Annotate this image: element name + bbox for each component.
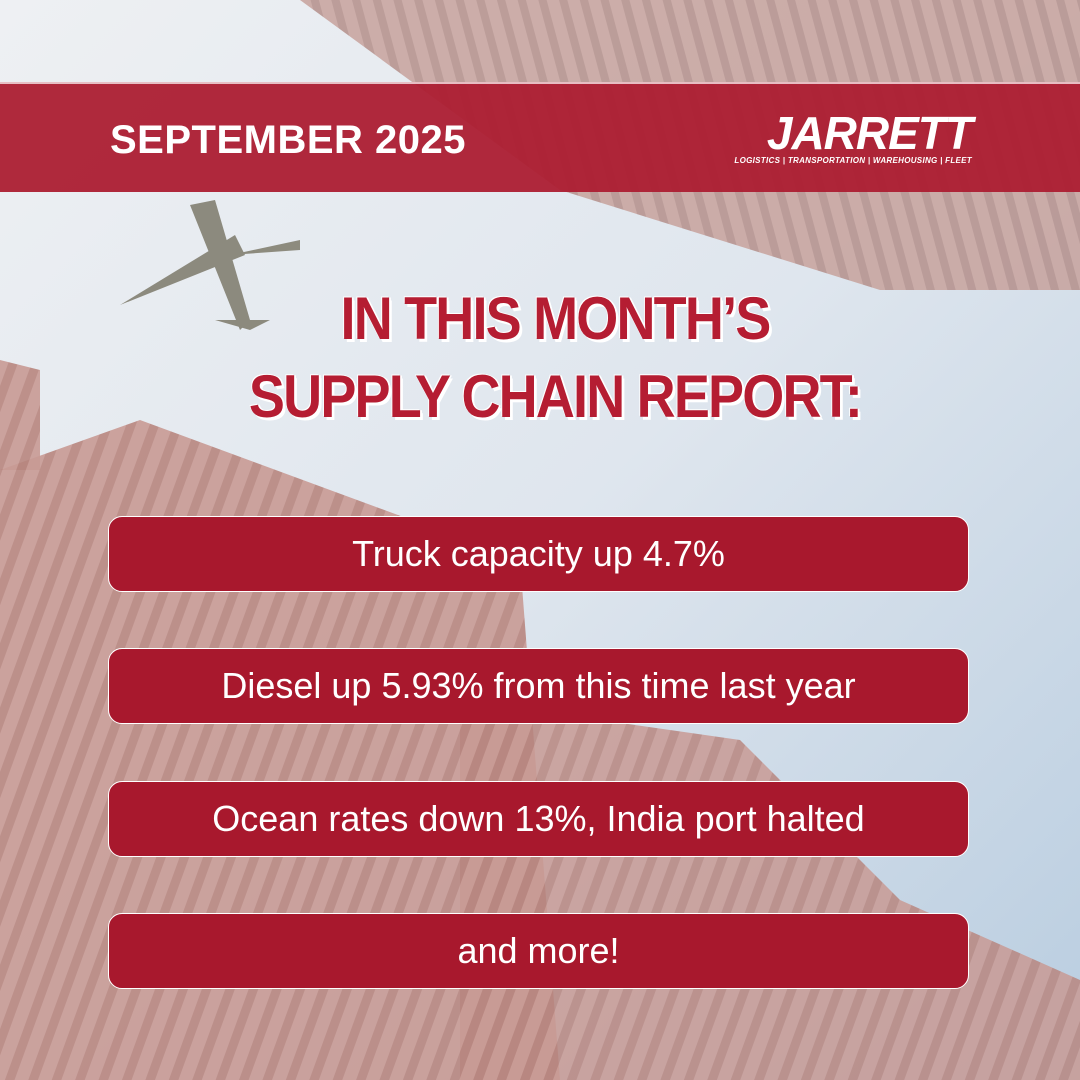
header-banner: SEPTEMBER 2025 JARRETT LOGISTICS | TRANS… (0, 82, 1080, 192)
report-item: Diesel up 5.93% from this time last year (108, 648, 969, 724)
report-item: Truck capacity up 4.7% (108, 516, 969, 592)
report-item: Ocean rates down 13%, India port halted (108, 781, 969, 857)
logo-tagline: LOGISTICS | TRANSPORTATION | WAREHOUSING… (734, 156, 972, 165)
headline: SUPPLY CHAIN REPORT: (248, 363, 863, 430)
report-date: SEPTEMBER 2025 (110, 118, 467, 162)
report-item: and more! (108, 913, 969, 989)
logo: JARRETT (766, 107, 973, 159)
headline: IN THIS MONTH’S (340, 285, 771, 352)
